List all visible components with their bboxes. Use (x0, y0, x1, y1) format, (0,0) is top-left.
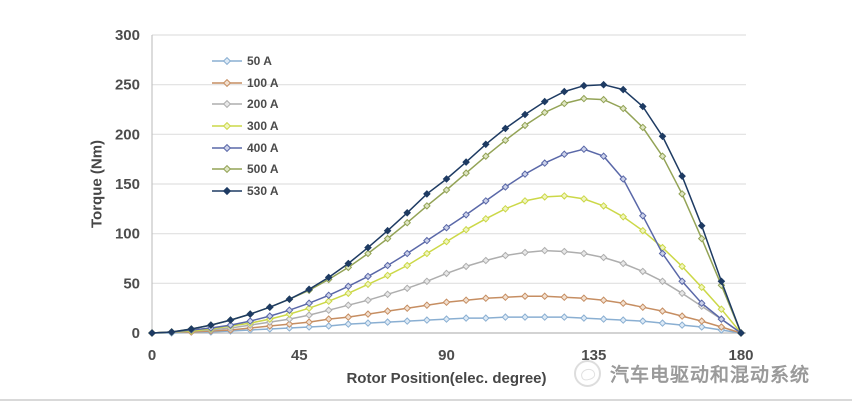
legend-item-label: 530 A (247, 183, 279, 198)
y-tick-label: 150 (115, 176, 140, 193)
y-tick-label: 50 (123, 275, 140, 292)
legend-item-200a: 200 A (212, 93, 279, 115)
series-line-300a (151, 195, 742, 334)
legend-swatch-icon (212, 186, 242, 196)
legend-swatch-icon (212, 100, 242, 109)
y-tick-label: 0 (132, 325, 140, 342)
legend-item-label: 500 A (247, 162, 279, 177)
x-tick-label: 90 (438, 347, 455, 364)
legend-swatch-icon (212, 121, 242, 131)
legend: 50 A 100 A 200 A 300 A 400 A 500 A 530 A (212, 50, 279, 202)
legend-item-label: 400 A (247, 140, 279, 155)
legend-item-500a: 500 A (212, 158, 279, 180)
y-tick-label: 100 (115, 226, 140, 243)
watermark: 汽车电驱动和混动系统 (574, 360, 810, 387)
legend-item-300a: 300 A (212, 115, 279, 137)
y-tick-label: 300 (115, 27, 140, 44)
legend-swatch-icon (212, 56, 242, 65)
legend-swatch-icon (212, 143, 242, 152)
legend-item-50a: 50 A (212, 50, 279, 72)
series-markers-530a (148, 80, 745, 337)
legend-item-label: 300 A (247, 118, 279, 133)
series-markers-100a (148, 292, 745, 337)
watermark-text: 汽车电驱动和混动系统 (610, 365, 811, 386)
legend-item-label: 100 A (247, 75, 279, 90)
x-tick-label: 0 (148, 347, 156, 364)
y-tick-label: 250 (115, 77, 140, 94)
bottom-divider (0, 399, 852, 401)
legend-item-label: 50 A (247, 53, 272, 68)
watermark-logo-icon (574, 360, 601, 387)
x-axis-title: Rotor Position(elec. degree) (346, 370, 547, 387)
x-tick-label: 180 (728, 347, 753, 364)
y-tick-label: 200 (115, 126, 140, 143)
series-markers-300a (148, 192, 745, 337)
y-axis-title: Torque (Nm) (88, 139, 106, 229)
legend-item-400a: 400 A (212, 137, 279, 159)
x-tick-label: 45 (291, 347, 308, 364)
legend-swatch-icon (212, 165, 242, 174)
legend-item-label: 200 A (247, 97, 279, 112)
legend-swatch-icon (212, 78, 242, 87)
legend-item-530a: 530 A (212, 180, 279, 202)
legend-item-100a: 100 A (212, 72, 279, 94)
